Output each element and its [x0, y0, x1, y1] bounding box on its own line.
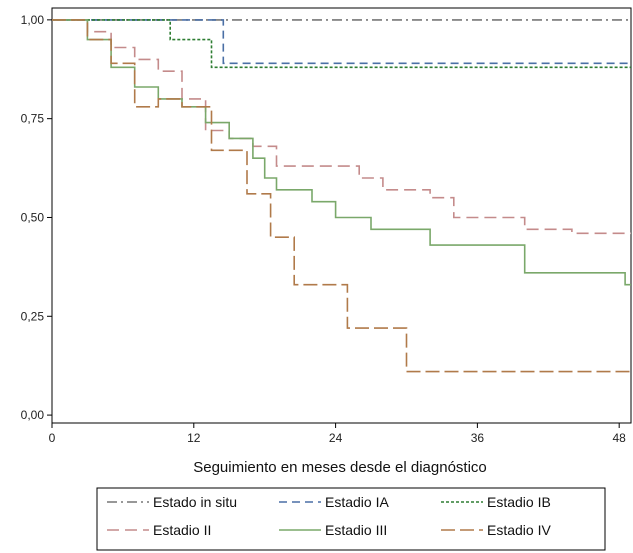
legend-label: Estado in situ	[153, 494, 237, 510]
x-tick-label: 12	[187, 431, 201, 445]
x-tick-label: 48	[613, 431, 627, 445]
series-line-estadio-ib	[52, 19, 631, 69]
y-tick-label: 0,50	[21, 210, 45, 224]
legend-box	[96, 487, 606, 551]
legend-label: Estadio IV	[487, 522, 551, 538]
series-layer	[52, 19, 631, 373]
legend-label: Estadio II	[153, 522, 211, 538]
series-line-estadio-ii	[52, 19, 631, 235]
x-tick-label: 24	[329, 431, 343, 445]
plot-frame	[51, 7, 632, 424]
plot-area	[51, 7, 632, 424]
legend-label: Estadio IB	[487, 494, 551, 510]
y-tick-label: 0,00	[21, 408, 45, 422]
legend-label: Estadio III	[325, 522, 387, 538]
y-tick-label: 0,75	[21, 112, 45, 126]
x-tick-label: 36	[471, 431, 485, 445]
y-tick-label: 1,00	[21, 13, 45, 27]
legend-label: Estadio IA	[325, 494, 389, 510]
y-tick-label: 0,25	[21, 309, 45, 323]
axes: 0,00 0,25 0,50 0,75 1,00 0 12 24 36 48	[21, 13, 627, 445]
x-axis-title: Seguimiento en meses desde el diagnóstic…	[193, 459, 487, 476]
legend: Estado in situ Estadio IA Estadio IB Estadi…	[96, 487, 606, 551]
series-line-estadio-iv	[52, 19, 631, 373]
x-tick-label: 0	[49, 431, 56, 445]
